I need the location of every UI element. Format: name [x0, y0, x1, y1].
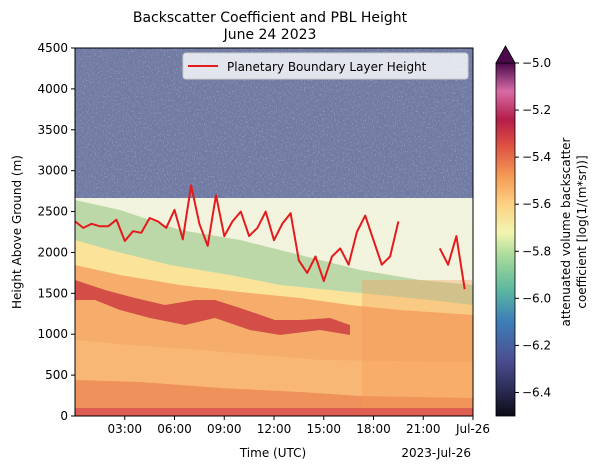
y-tick-label: 1000: [37, 327, 68, 341]
y-tick-label: 3000: [37, 164, 68, 178]
colorbar-tick-label: −6.4: [522, 385, 551, 399]
colorbar-tick-label: −5.4: [522, 150, 551, 164]
y-tick-label: 3500: [37, 123, 68, 137]
y-tick-label: 1500: [37, 286, 68, 300]
chart-subtitle: June 24 2023: [223, 27, 317, 43]
colorbar-tick-label: −5.0: [522, 56, 551, 70]
x-tick-label: 03:00: [107, 422, 142, 436]
y-axis-label: Height Above Ground (m): [10, 155, 24, 309]
legend: Planetary Boundary Layer Height: [182, 52, 469, 80]
y-tick-label: 4500: [37, 41, 68, 55]
colorbar-tick-label: −5.6: [522, 197, 551, 211]
colorbar-ticks: −6.4 −6.2 −6.0 −5.8 −5.6 −5.4 −5.2 −5.0: [515, 56, 551, 399]
x-tick-label: 15:00: [306, 422, 341, 436]
pbl-height-line: [75, 184, 400, 283]
x-tick-label: 06:00: [157, 422, 192, 436]
colorbar-tick-label: −5.8: [522, 244, 551, 258]
y-tick-label: 2500: [37, 205, 68, 219]
colorbar-extend-max: [495, 45, 516, 64]
y-tick-label: 0: [60, 409, 68, 423]
colorbar-tick-label: −6.0: [522, 291, 551, 305]
legend-label: Planetary Boundary Layer Height: [227, 60, 427, 74]
chart-title: Backscatter Coefficient and PBL Height: [133, 10, 408, 26]
pbl-series: [75, 184, 466, 290]
x-tick-label: 18:00: [356, 422, 391, 436]
x-axis-label: Time (UTC): [239, 446, 306, 460]
colorbar-tick-label: −6.2: [522, 338, 551, 352]
colorbar-label-line2: coefficient [log(1/(m*sr))]: [575, 155, 589, 308]
x-tick-label: Jul-26: [455, 422, 490, 436]
x-axis: 03:00 06:00 09:00 12:00 15:00 18:00 21:00 Jul-2…: [107, 416, 490, 436]
colorbar-gradient: [495, 62, 516, 417]
y-tick-label: 2000: [37, 245, 68, 259]
pbl-height-line: [438, 235, 466, 290]
y-tick-label: 500: [45, 368, 68, 382]
x-tick-label: 12:00: [257, 422, 292, 436]
x-tick-label: 09:00: [207, 422, 242, 436]
colorbar: −6.4 −6.2 −6.0 −5.8 −5.6 −5.4 −5.2 −5.0 attenua…: [495, 45, 589, 417]
x-axis-offset-label: 2023-Jul-26: [401, 446, 471, 460]
y-axis: 0 500 1000 1500 2000 2500 3000 3500 4000 4500: [37, 41, 75, 423]
x-tick-label: 21:00: [406, 422, 441, 436]
colorbar-tick-label: −5.2: [522, 103, 551, 117]
y-tick-label: 4000: [37, 82, 68, 96]
colorbar-label-line1: attenuated volume backscatter: [559, 137, 573, 326]
